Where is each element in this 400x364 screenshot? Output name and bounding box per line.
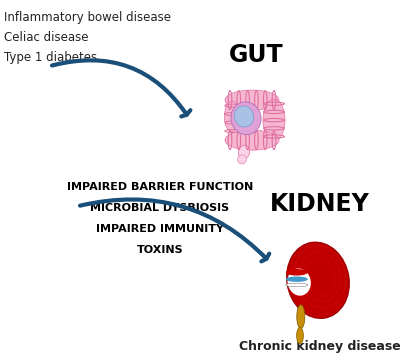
Text: IMPAIRED BARRIER FUNCTION: IMPAIRED BARRIER FUNCTION: [67, 182, 253, 192]
Ellipse shape: [224, 101, 240, 132]
Ellipse shape: [238, 155, 246, 164]
Text: Chronic kidney disease: Chronic kidney disease: [239, 340, 400, 353]
Text: TOXINS: TOXINS: [137, 245, 183, 255]
Text: GUT: GUT: [229, 43, 283, 67]
Ellipse shape: [288, 269, 311, 296]
Ellipse shape: [225, 90, 279, 110]
Text: KIDNEY: KIDNEY: [270, 192, 370, 216]
Ellipse shape: [231, 102, 261, 135]
Ellipse shape: [297, 328, 303, 344]
Text: Celiac disease: Celiac disease: [4, 31, 88, 44]
Ellipse shape: [225, 130, 279, 150]
Text: Inflammatory bowel disease: Inflammatory bowel disease: [4, 11, 171, 24]
Text: MICROBIAL DYSBIOSIS: MICROBIAL DYSBIOSIS: [90, 203, 230, 213]
Text: Type 1 diabetes: Type 1 diabetes: [4, 51, 97, 64]
Ellipse shape: [263, 99, 285, 141]
Ellipse shape: [297, 305, 305, 328]
Ellipse shape: [287, 242, 349, 318]
Ellipse shape: [286, 283, 308, 287]
Ellipse shape: [238, 145, 250, 159]
Ellipse shape: [286, 277, 308, 282]
Text: IMPAIRED IMMUNITY: IMPAIRED IMMUNITY: [96, 224, 224, 234]
Ellipse shape: [286, 269, 308, 276]
Ellipse shape: [234, 106, 254, 127]
